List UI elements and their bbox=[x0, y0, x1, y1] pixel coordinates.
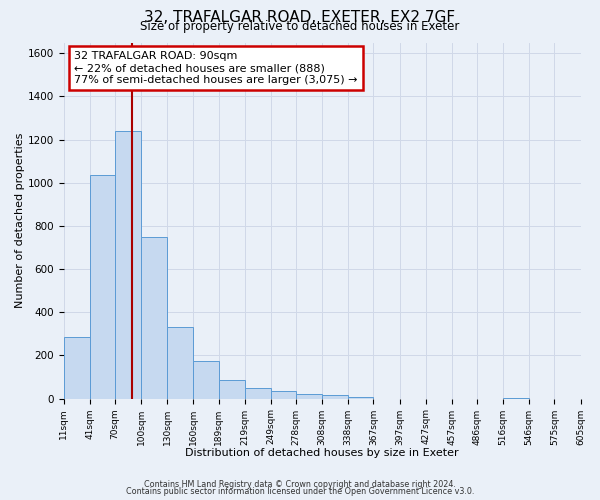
Bar bbox=[90, 175, 115, 398]
Text: 32, TRAFALGAR ROAD, EXETER, EX2 7GF: 32, TRAFALGAR ROAD, EXETER, EX2 7GF bbox=[145, 10, 455, 25]
Bar bbox=[115, 131, 141, 398]
Text: 32 TRAFALGAR ROAD: 90sqm
← 22% of detached houses are smaller (888)
77% of semi-: 32 TRAFALGAR ROAD: 90sqm ← 22% of detach… bbox=[74, 52, 358, 84]
Text: Contains HM Land Registry data © Crown copyright and database right 2024.: Contains HM Land Registry data © Crown c… bbox=[144, 480, 456, 489]
X-axis label: Distribution of detached houses by size in Exeter: Distribution of detached houses by size … bbox=[185, 448, 459, 458]
Bar bbox=[218, 380, 245, 398]
Bar bbox=[245, 388, 271, 398]
Bar bbox=[271, 391, 296, 398]
Bar bbox=[322, 396, 348, 398]
Bar bbox=[296, 394, 322, 398]
Text: Size of property relative to detached houses in Exeter: Size of property relative to detached ho… bbox=[140, 20, 460, 33]
Bar bbox=[348, 397, 373, 398]
Y-axis label: Number of detached properties: Number of detached properties bbox=[15, 133, 25, 308]
Bar bbox=[193, 361, 218, 399]
Bar bbox=[167, 328, 193, 398]
Bar bbox=[64, 337, 90, 398]
Bar bbox=[141, 237, 167, 398]
Text: Contains public sector information licensed under the Open Government Licence v3: Contains public sector information licen… bbox=[126, 487, 474, 496]
